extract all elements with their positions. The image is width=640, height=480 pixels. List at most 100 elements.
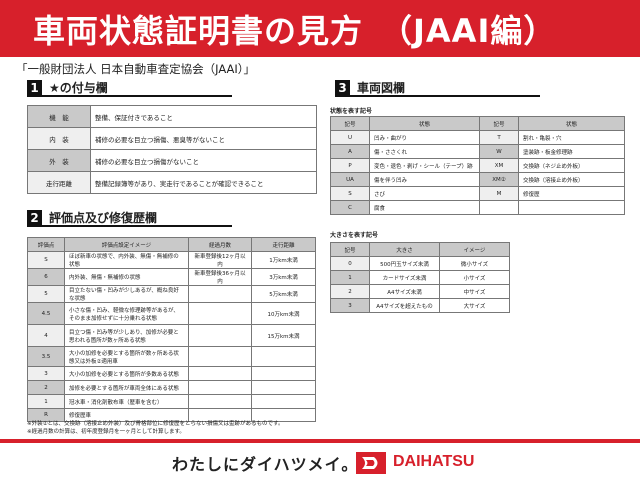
organization-name: 「一般財団法人 日本自動車査定協会（JAAI）」 [16,62,256,76]
cell: R [27,408,65,422]
cell: 4 [27,324,65,347]
section2-heading: 2 評価点及び修復歴欄 [27,210,232,227]
table-row: 0 500円玉サイズ未満 微小サイズ [330,256,510,271]
star-table: 機 能整備、保証付きであること内 装補修の必要な目立つ損傷、悪臭等がないこと外 … [27,105,317,194]
cell: 交換跡（溶接止め外板） [518,172,625,187]
cell [188,324,252,347]
row-label: 内 装 [27,127,91,150]
row-label: 走行距離 [27,171,91,194]
cell: 傷を伴う凹み [369,172,480,187]
cell [251,366,316,381]
cell: 2 [27,380,65,395]
cell: 3 [27,366,65,381]
cell: S [330,186,370,201]
cell [251,346,316,367]
table-row: P 変色・退色・剥げ・シール（テープ）跡 XM 交換跡（ネジ止め外板） [330,158,625,173]
table-row: 2 加修を必要とする箇所が車両全体にある状態 [27,380,316,395]
cell: 傷・ささくれ [369,144,480,159]
table-row: S ほぼ新車の状態で、内外装、無傷・無補修の状態 新車登録後12ヶ月以内 1万km未満 [27,251,316,269]
cell [251,408,316,422]
section-title: ★の付与欄 [49,81,108,95]
table-row: 3 大小の加修を必要とする箇所が多数ある状態 [27,366,316,381]
cell [188,394,252,409]
cell [479,200,519,215]
column-header: 記号 [330,242,370,257]
cell: 新車登録後36ヶ月以内 [188,268,252,286]
notes: ※外装②とは、交換跡（溶接止め外装）及び骨格部位に修復歴をとらない損傷又は歪跡が… [27,420,284,436]
cell [518,200,625,215]
table-row: UA 傷を伴う凹み XM② 交換跡（溶接止め外板） [330,172,625,187]
cell: UA [330,172,370,187]
cell: A4サイズ未満 [369,284,440,299]
cell: 500円玉サイズ未満 [369,256,440,271]
cell: 冠水車・消化剤散布車（歴車を含む） [64,394,189,409]
state-symbols-table: 記号 状態 記号 状態 U 凹み・曲がり T 割れ・亀裂・穴 A 傷・ささくれ W 塗装跡・板金修理跡… [330,116,625,215]
table-row: A 傷・ささくれ W 塗装跡・板金修理跡 [330,144,625,159]
cell [188,366,252,381]
header-row: 評価点 評価点設定イメージ 経過月数 走行距離 [27,237,316,252]
cell: T [479,130,519,145]
note: ※外装②とは、交換跡（溶接止め外装）及び骨格部位に修復歴をとらない損傷又は歪跡が… [27,421,284,427]
brand-name: DAIHATSU [393,453,475,470]
cell: 1万km未満 [251,251,316,269]
cell: 加修を必要とする箇所が車両全体にある状態 [64,380,189,395]
table-row: C 腐食 [330,200,625,215]
cell: 目立たない傷・凹みが少しあるが、概ね良好な状態 [64,285,189,303]
section-number: 2 [27,210,42,225]
table-row: 1 冠水車・消化剤散布車（歴車を含む） [27,394,316,409]
cell: C [330,200,370,215]
cell: P [330,158,370,173]
section-title: 評価点及び修復歴欄 [49,211,158,225]
cell: 割れ・亀裂・穴 [518,130,625,145]
column-header: 評価点設定イメージ [64,237,189,252]
cell: 小サイズ [439,270,510,285]
cell: 中サイズ [439,284,510,299]
section-number: 3 [335,80,350,95]
cell: 3万km未満 [251,268,316,286]
cell: W [479,144,519,159]
cell: 修復歴 [518,186,625,201]
column-header: 状態 [518,116,625,131]
column-header: 走行距離 [251,237,316,252]
note: ※経過月数の計算は、初年度登録月を一ヶ月として計算します。 [27,429,185,435]
column-header: 大きさ [369,242,440,257]
size-symbols-title: 大きさを表す記号 [330,232,379,239]
column-header: 記号 [330,116,370,131]
cell: 15万km未満 [251,324,316,347]
daihatsu-logo-icon [356,452,386,474]
table-row: 機 能整備、保証付きであること [27,105,317,128]
header-row: 記号 状態 記号 状態 [330,116,625,131]
cell: A4サイズを超えたもの [369,298,440,313]
row-text: 整備記録簿等があり、実走行であることが確認できること [90,171,317,194]
cell: 10万km未満 [251,302,316,325]
table-row: 外 装補修の必要な目立つ損傷がないこと [27,149,317,172]
cell [188,302,252,325]
row-text: 補修の必要な目立つ損傷がないこと [90,149,317,172]
column-header: 評価点 [27,237,65,252]
table-row: 4 目立つ傷・凹み等が少しあり、加修が必要と思われる箇所が数ヶ所ある状態 15万km… [27,324,316,347]
cell: 1 [330,270,370,285]
cell: 大小の加修を必要とする箇所が多数ある状態 [64,366,189,381]
cell: XM② [479,172,519,187]
cell: 1 [27,394,65,409]
row-label: 機 能 [27,105,91,128]
page-title: 車両状態証明書の見方 （JAAI編） [33,12,557,50]
cell: 交換跡（ネジ止め外板） [518,158,625,173]
title-banner: 車両状態証明書の見方 （JAAI編） [0,0,640,57]
table-row: 内 装補修の必要な目立つ損傷、悪臭等がないこと [27,127,317,150]
cell [188,346,252,367]
divider [0,439,640,443]
cell: 2 [330,284,370,299]
cell: S [27,251,65,269]
cell [251,394,316,409]
header-row: 記号 大きさ イメージ [330,242,510,257]
cell: 微小サイズ [439,256,510,271]
cell [188,380,252,395]
cell: M [479,186,519,201]
column-header: 状態 [369,116,480,131]
table-row: 3.5 大小の加修を必要とする箇所が数ヶ所ある状態又は外板②適用車 [27,346,316,367]
column-header: 経過月数 [188,237,252,252]
table-row: 2 A4サイズ未満 中サイズ [330,284,510,299]
column-header: イメージ [439,242,510,257]
cell: 目立つ傷・凹み等が少しあり、加修が必要と思われる箇所が数ヶ所ある状態 [64,324,189,347]
